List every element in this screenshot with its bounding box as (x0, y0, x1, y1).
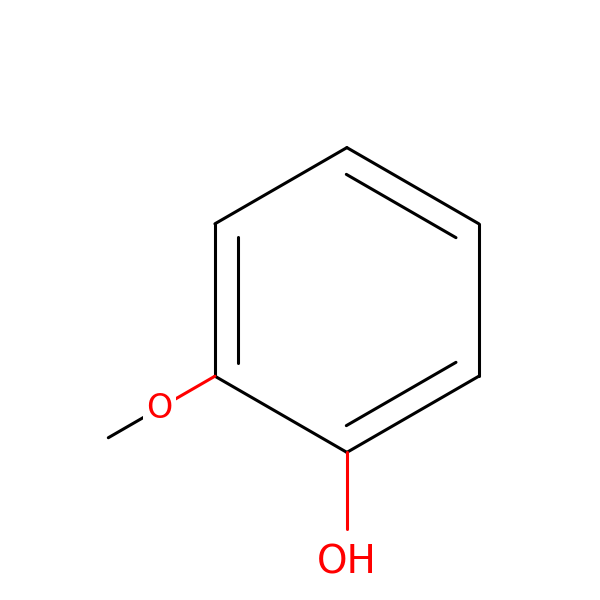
Text: O: O (146, 392, 172, 425)
Text: OH: OH (317, 543, 377, 581)
